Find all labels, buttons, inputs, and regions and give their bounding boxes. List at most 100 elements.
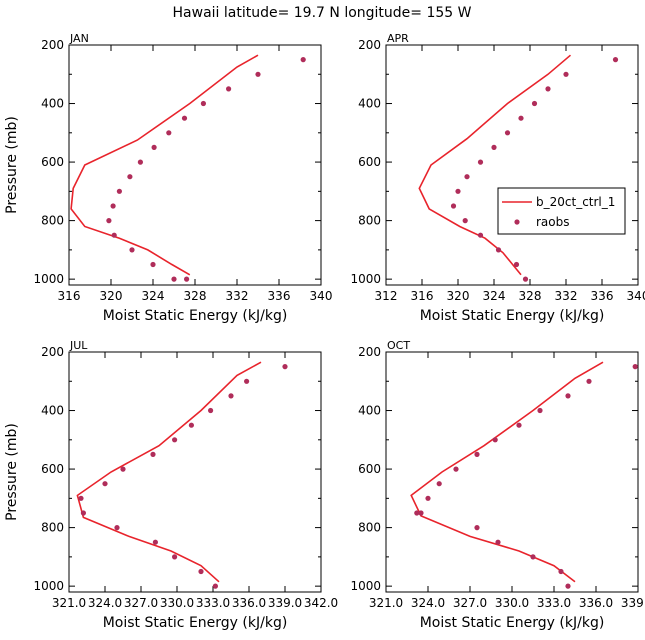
y-tick-label-apr: 800 — [358, 214, 381, 228]
y-tick-label-jul: 200 — [41, 345, 64, 359]
plot-frame-jul — [68, 351, 322, 593]
raobs-point-apr — [455, 188, 461, 194]
raobs-point-jan — [200, 100, 206, 107]
raobs-point-jan — [111, 232, 117, 238]
x-axis-label-jul: Moist Static Energy (kJ/kg) — [103, 615, 288, 631]
raobs-point-jul — [282, 364, 288, 370]
x-tick-label-jan: 336 — [268, 289, 291, 303]
panel-oct: OCT 321.0 324.0 327.0 330.0 333.0 336.0 339.0 20… — [350, 339, 645, 631]
raobs-point-jul — [80, 510, 86, 516]
model-line-jan — [70, 54, 259, 276]
raobs-point-jul — [208, 407, 214, 414]
raobs-point-apr — [513, 261, 520, 268]
raobs-point-jan — [300, 57, 306, 63]
y-tick-label-apr: 200 — [358, 38, 381, 52]
raobs-point-oct — [495, 539, 501, 545]
x-axis-label-jan: Moist Static Energy (kJ/kg) — [103, 308, 288, 324]
x-tick-label-apr: 316 — [411, 289, 434, 303]
y-tick-label-oct: 200 — [358, 345, 381, 359]
plot-frame-apr — [385, 44, 639, 286]
panel-label-jul: JUL — [69, 339, 88, 352]
raobs-point-apr — [477, 159, 484, 165]
y-tick-label-jul: 800 — [41, 521, 64, 535]
raobs-point-jan — [184, 276, 190, 282]
x-tick-label-oct: 324.0 — [411, 596, 445, 610]
x-tick-label-oct: 336.0 — [579, 596, 613, 610]
y-tick-label-jul: 600 — [41, 462, 64, 476]
x-tick-label-jul: 342.0 — [304, 596, 338, 610]
raobs-point-jan — [226, 86, 232, 92]
x-tick-label-jul: 333.0 — [196, 596, 230, 610]
x-tick-label-oct: 327.0 — [453, 596, 487, 610]
y-tick-label-oct: 600 — [358, 462, 381, 476]
x-tick-label-oct: 330.0 — [495, 596, 529, 610]
raobs-point-oct — [537, 407, 543, 414]
y-tick-label-apr: 400 — [358, 97, 381, 111]
panel-label-jan: JAN — [69, 32, 89, 45]
panel-jan: JAN 316 320 324 328 332 336 340 200 400 600 800 1000… — [4, 32, 332, 324]
raobs-point-jan — [110, 203, 116, 209]
x-tick-label-jul: 339.0 — [268, 596, 302, 610]
x-tick-label-jan: 324 — [142, 289, 165, 303]
x-tick-label-oct: 333.0 — [537, 596, 571, 610]
x-tick-label-apr: 312 — [375, 289, 398, 303]
raobs-point-oct — [565, 583, 571, 589]
x-tick-label-jul: 321.0 — [52, 596, 86, 610]
raobs-point-apr — [477, 232, 484, 238]
legend-box — [497, 187, 626, 235]
x-axis-label-oct: Moist Static Energy (kJ/kg) — [420, 615, 605, 631]
raobs-point-jul — [152, 539, 158, 545]
raobs-point-oct — [632, 364, 638, 370]
x-tick-label-apr: 324 — [483, 289, 506, 303]
x-tick-label-apr: 340 — [627, 289, 645, 303]
raobs-point-apr — [531, 100, 538, 107]
raobs-point-apr — [563, 71, 569, 77]
x-tick-label-jul: 336.0 — [232, 596, 266, 610]
raobs-point-apr — [518, 115, 524, 121]
raobs-point-jan — [106, 218, 112, 224]
legend-obs-label: raobs — [536, 215, 570, 229]
raobs-point-oct — [586, 378, 592, 384]
raobs-point-apr — [495, 247, 502, 253]
raobs-point-oct — [492, 437, 498, 443]
plot-frame-jan — [68, 44, 322, 286]
raobs-point-oct — [418, 510, 424, 516]
raobs-point-oct — [474, 451, 480, 457]
panel-label-apr: APR — [387, 32, 409, 45]
raobs-point-apr — [464, 174, 470, 180]
raobs-point-jul — [172, 554, 178, 560]
raobs-point-jan — [137, 159, 143, 165]
raobs-point-jul — [188, 422, 194, 428]
x-tick-label-jul: 330.0 — [160, 596, 194, 610]
raobs-point-jul — [212, 583, 218, 589]
raobs-point-jan — [166, 130, 172, 136]
raobs-point-oct — [565, 393, 571, 399]
y-tick-label-jan: 400 — [41, 97, 64, 111]
raobs-point-apr — [612, 57, 619, 63]
x-tick-label-apr: 328 — [519, 289, 542, 303]
panel-apr: APR 312 316 320 324 328 332 336 340 200 400 600 800 1… — [350, 32, 645, 324]
raobs-point-oct — [558, 568, 564, 575]
raobs-point-jan — [255, 71, 261, 77]
y-tick-label-oct: 800 — [358, 521, 381, 535]
x-tick-label-apr: 336 — [591, 289, 614, 303]
raobs-point-jul — [244, 378, 250, 384]
raobs-point-jan — [129, 247, 135, 253]
figure-title: Hawaii latitude= 19.7 N longitude= 155 W — [173, 5, 472, 21]
x-tick-label-jul: 327.0 — [124, 596, 158, 610]
x-tick-label-jan: 340 — [310, 289, 333, 303]
y-tick-label-jul: 1000 — [33, 579, 64, 593]
raobs-point-apr — [504, 130, 511, 136]
x-tick-label-oct: 321.0 — [369, 596, 403, 610]
y-axis-label-jul: Pressure (mb) — [4, 423, 20, 521]
raobs-point-oct — [474, 525, 480, 531]
y-tick-label-oct: 400 — [358, 404, 381, 418]
raobs-point-apr — [450, 203, 457, 209]
raobs-point-oct — [425, 495, 431, 501]
raobs-point-jan — [150, 261, 156, 268]
x-tick-label-jan: 320 — [100, 289, 123, 303]
panels-group: JAN 316 320 324 328 332 336 340 200 400 600 800 1000… — [4, 32, 645, 631]
x-tick-label-jul: 324.0 — [88, 596, 122, 610]
